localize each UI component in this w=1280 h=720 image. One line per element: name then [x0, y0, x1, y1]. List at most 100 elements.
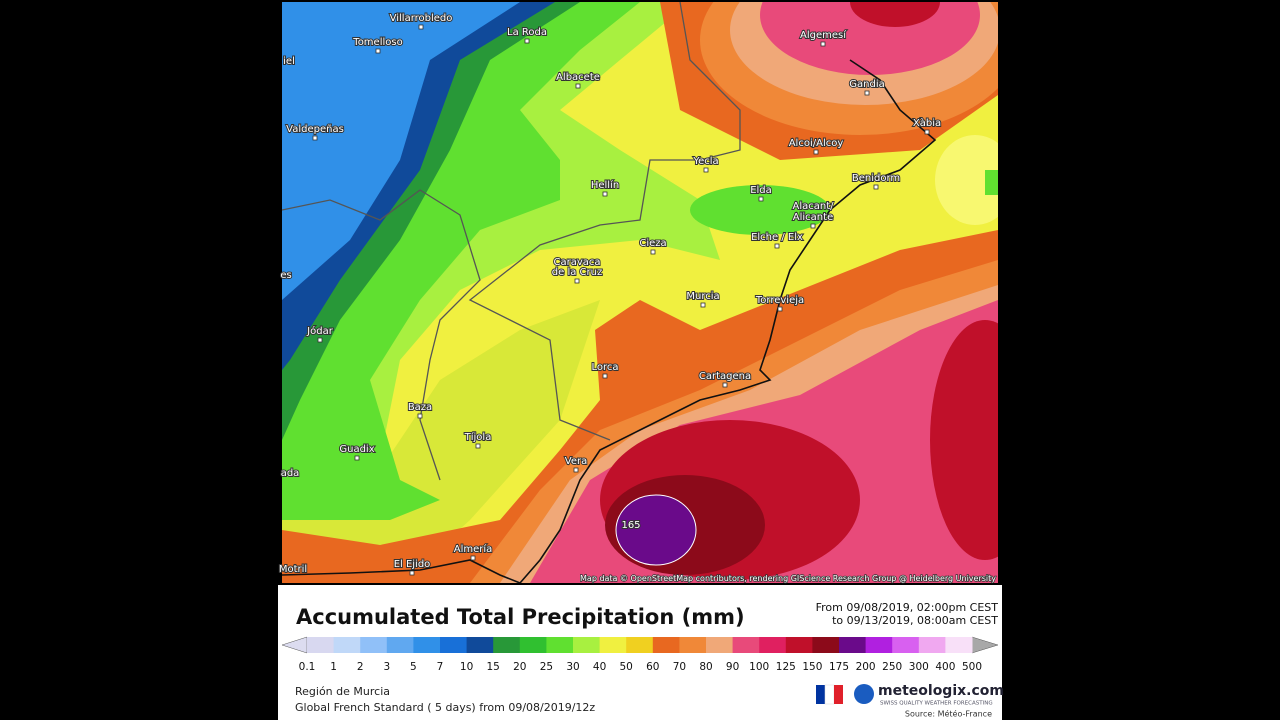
place-label: Tomelloso — [352, 37, 402, 48]
legend-swatch — [759, 637, 787, 653]
legend-swatch — [546, 637, 574, 653]
place-label: Almería — [454, 543, 493, 555]
place-label: Xàbia — [913, 117, 941, 129]
place-marker — [375, 48, 381, 54]
place-marker — [312, 135, 318, 141]
flag — [816, 685, 825, 704]
legend-swatch — [519, 637, 547, 653]
place-label: Yecla — [692, 156, 718, 167]
place-marker — [777, 306, 783, 312]
brand[interactable]: meteologix.com — [878, 683, 1004, 699]
period-from: From 09/08/2019, 02:00pm CEST — [816, 601, 999, 614]
legend-swatch — [732, 637, 760, 653]
place-marker — [924, 129, 930, 135]
legend-swatch — [865, 637, 893, 653]
legend-swatch — [333, 637, 361, 653]
region: Región de Murcia — [295, 685, 390, 698]
place-label: Elche / Elx — [751, 232, 803, 243]
place-marker — [602, 191, 608, 197]
legend-label: 300 — [909, 661, 929, 673]
place-label: Caravaca — [553, 257, 600, 268]
legend-label: 0.1 — [299, 661, 316, 673]
place-marker — [417, 413, 423, 419]
legend-label: 70 — [673, 661, 686, 673]
place-marker — [722, 382, 728, 388]
legend-label: 175 — [829, 661, 849, 673]
legend-label: 60 — [646, 661, 659, 673]
legend-swatch — [466, 637, 494, 653]
legend-label: 40 — [593, 661, 606, 673]
legend-label: 50 — [620, 661, 633, 673]
place-label: Torrevieja — [755, 295, 804, 306]
place-label: Elda — [750, 185, 772, 196]
legend-swatch — [493, 637, 521, 653]
legend-swatch — [386, 637, 414, 653]
legend-label: 10 — [460, 661, 473, 673]
legend-swatch — [892, 637, 920, 653]
legend-swatch — [440, 637, 468, 653]
place-marker — [703, 167, 709, 173]
place-label: Alcoi/Alcoy — [789, 138, 844, 149]
place-marker — [774, 243, 780, 249]
legend-label: 90 — [726, 661, 739, 673]
legend-label: 100 — [749, 661, 769, 673]
place-label: Jódar — [306, 325, 334, 337]
legend-swatch — [945, 637, 973, 653]
place-marker — [409, 570, 415, 576]
place-label: iel — [283, 56, 295, 67]
max-value-label: 165 — [621, 520, 640, 531]
place-label: El Ejido — [394, 559, 431, 570]
legend-label: 150 — [802, 661, 822, 673]
legend-swatch — [679, 637, 707, 653]
legend-swatch — [785, 637, 813, 653]
place-marker — [575, 83, 581, 89]
legend-label: 80 — [699, 661, 712, 673]
legend-label: 3 — [383, 661, 390, 673]
place-label: La Roda — [507, 27, 547, 38]
legend-swatch — [652, 637, 680, 653]
legend-swatch — [839, 637, 867, 653]
place-marker — [475, 443, 481, 449]
place-label: Cieza — [639, 238, 666, 249]
attribution: Map data © OpenStreetMap contributors, r… — [580, 574, 996, 583]
place-marker — [873, 184, 879, 190]
place-marker — [820, 41, 826, 47]
place-label: Tíjola — [464, 431, 492, 443]
place-marker — [650, 249, 656, 255]
place-marker — [418, 24, 424, 30]
place-label: Motril — [279, 564, 307, 575]
place-marker — [524, 38, 530, 44]
period-to: to 09/13/2019, 08:00am CEST — [832, 614, 998, 627]
legend-label: 5 — [410, 661, 417, 673]
place-label: es — [280, 270, 291, 281]
legend-swatch — [307, 637, 335, 653]
legend-label: 200 — [856, 661, 876, 673]
legend-label: 400 — [935, 661, 955, 673]
legend-swatch — [599, 637, 627, 653]
tagline: SWISS QUALITY WEATHER FORECASTING — [880, 701, 993, 707]
legend-label: 125 — [776, 661, 796, 673]
legend-label: 1 — [330, 661, 337, 673]
legend-swatch — [360, 637, 388, 653]
flag — [824, 684, 835, 705]
place-label: Gandia — [849, 79, 884, 90]
place-marker — [602, 373, 608, 379]
legend-swatch — [812, 637, 840, 653]
place-label: Benidorm — [852, 173, 900, 184]
flag — [834, 685, 843, 704]
legend-swatch — [706, 637, 734, 653]
place-label: Albacete — [556, 72, 600, 83]
place-marker — [574, 278, 580, 284]
model: Global French Standard ( 5 days) from 09… — [295, 701, 595, 714]
place-label: Alacant/ — [792, 201, 834, 212]
place-marker — [317, 337, 323, 343]
place-marker — [810, 223, 816, 229]
place-marker — [864, 90, 870, 96]
legend-label: 25 — [540, 661, 553, 673]
legend-label: 30 — [566, 661, 579, 673]
place-label: Vera — [565, 456, 587, 467]
place-label: Baza — [408, 402, 432, 413]
place-marker — [813, 149, 819, 155]
place-label: Cartagena — [699, 371, 751, 382]
